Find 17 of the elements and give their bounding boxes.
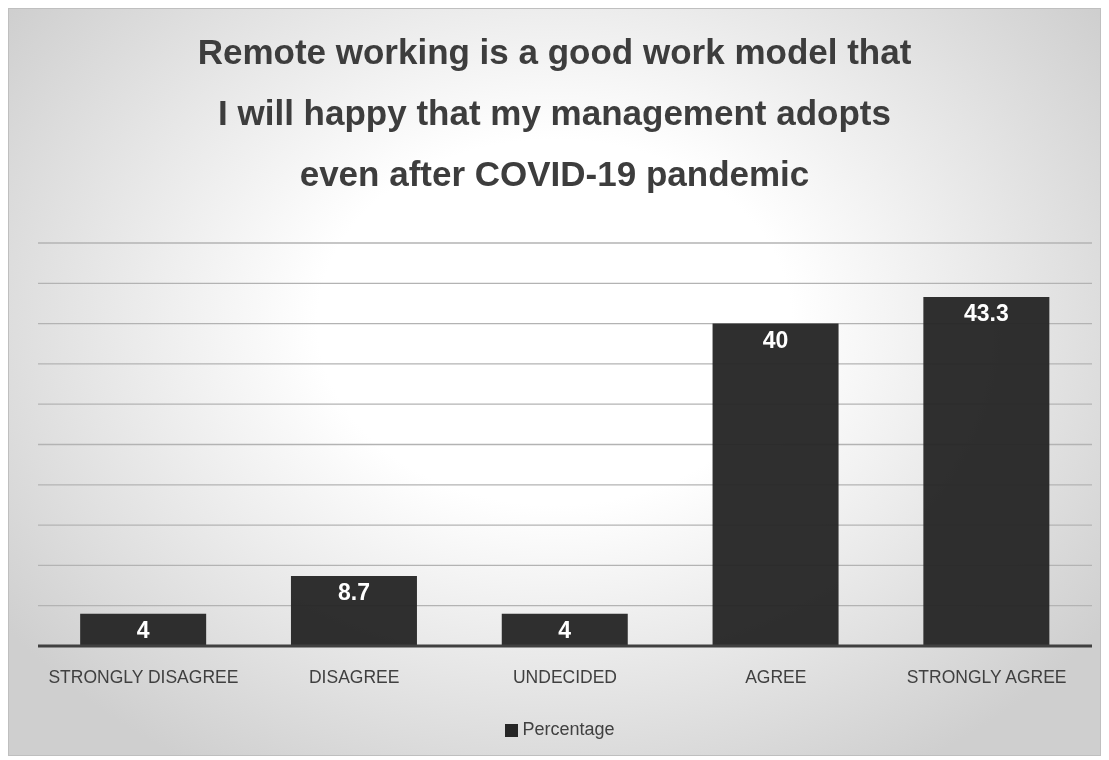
bar <box>712 323 839 646</box>
data-label: 4 <box>558 617 572 644</box>
data-label: 4 <box>136 617 150 644</box>
bar <box>290 575 417 646</box>
data-label: 43.3 <box>963 300 1009 327</box>
bar <box>923 297 1050 646</box>
x-tick-label: AGREE <box>745 667 807 688</box>
data-label: 8.7 <box>337 579 370 606</box>
bar <box>80 613 207 646</box>
chart-title: Remote working is a good work model that I will happy that my management adopts even after COVID-19 pandemic <box>196 31 913 195</box>
x-tick-label: UNDECIDED <box>512 667 618 688</box>
data-label: 40 <box>762 326 789 353</box>
x-tick-label: STRONGLY DISAGREE <box>48 667 239 688</box>
x-tick-label: DISAGREE <box>308 667 400 688</box>
bar <box>501 613 628 646</box>
legend-label: Percentage <box>522 719 615 739</box>
x-tick-label: STRONGLY AGREE <box>906 667 1067 688</box>
